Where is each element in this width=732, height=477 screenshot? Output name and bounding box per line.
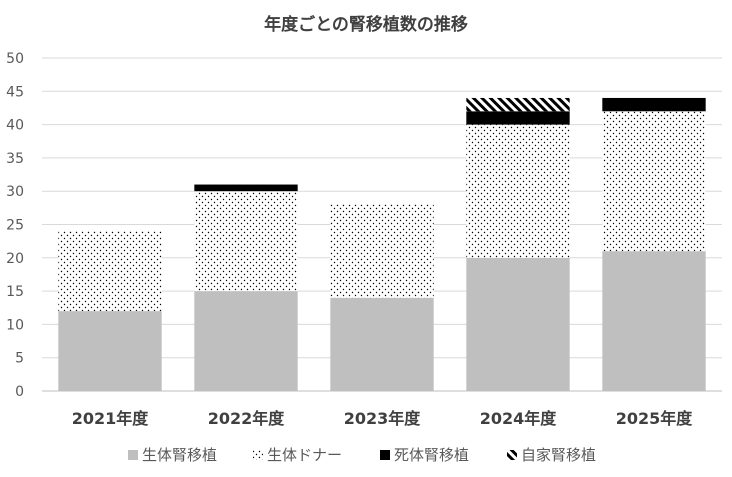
legend-label: 死体腎移植: [394, 446, 469, 464]
legend-item: 生体腎移植: [128, 446, 217, 464]
chart-title: 年度ごとの腎移植数の推移: [264, 14, 468, 35]
bar-segment-3-4: [466, 111, 570, 125]
y-tick-label: 40: [6, 118, 24, 134]
y-tick-label: 30: [6, 184, 24, 200]
y-axis-tick-labels: 0 5 10 15 20 25 30 35 40 45 50: [6, 51, 24, 400]
bar-segment-1-4: [466, 257, 570, 391]
legend-label: 自家腎移植: [521, 446, 596, 464]
bar-segment-2-1: [58, 231, 162, 312]
y-tick-label: 20: [6, 251, 24, 267]
legend-swatch: [253, 450, 263, 460]
bar-segment-1-3: [330, 297, 434, 391]
bar-segment-3-2: [194, 184, 298, 192]
legend-item: 死体腎移植: [380, 446, 469, 464]
bar-segment-2-5: [602, 111, 706, 252]
x-category-label: 2024年度: [480, 409, 558, 428]
bar-segment-1-2: [194, 291, 298, 391]
bar-segment-2-4: [466, 124, 570, 258]
legend-label: 生体ドナー: [267, 446, 342, 464]
bar-segment-1-5: [602, 251, 706, 391]
y-tick-label: 5: [15, 351, 24, 367]
y-tick-label: 0: [15, 384, 24, 400]
y-tick-label: 50: [6, 51, 24, 67]
legend-swatch: [507, 450, 517, 460]
legend-swatch: [128, 450, 138, 460]
bar-segment-4-4: [466, 97, 570, 112]
legend-item: 生体ドナー: [253, 446, 342, 464]
bars: [58, 97, 706, 391]
y-tick-label: 10: [6, 317, 24, 333]
x-category-label: 2022年度: [208, 409, 286, 428]
legend: 生体腎移植 生体ドナー 死体腎移植 自家腎移植: [128, 446, 596, 464]
legend-item: 自家腎移植: [507, 446, 596, 464]
bar-segment-2-2: [194, 191, 298, 292]
legend-swatch: [380, 450, 390, 460]
y-tick-label: 35: [6, 151, 24, 167]
x-category-label: 2025年度: [616, 409, 694, 428]
x-category-label: 2021年度: [72, 409, 150, 428]
x-category-label: 2023年度: [344, 409, 422, 428]
y-tick-label: 15: [6, 284, 24, 300]
bar-segment-1-1: [58, 311, 162, 391]
bar-segment-2-3: [330, 204, 434, 298]
bar-segment-3-5: [602, 97, 706, 112]
y-tick-label: 45: [6, 84, 24, 100]
legend-label: 生体腎移植: [142, 446, 217, 464]
y-tick-label: 25: [6, 218, 24, 234]
x-axis-category-labels: 2021年度 2022年度 2023年度 2024年度 2025年度: [72, 409, 694, 428]
